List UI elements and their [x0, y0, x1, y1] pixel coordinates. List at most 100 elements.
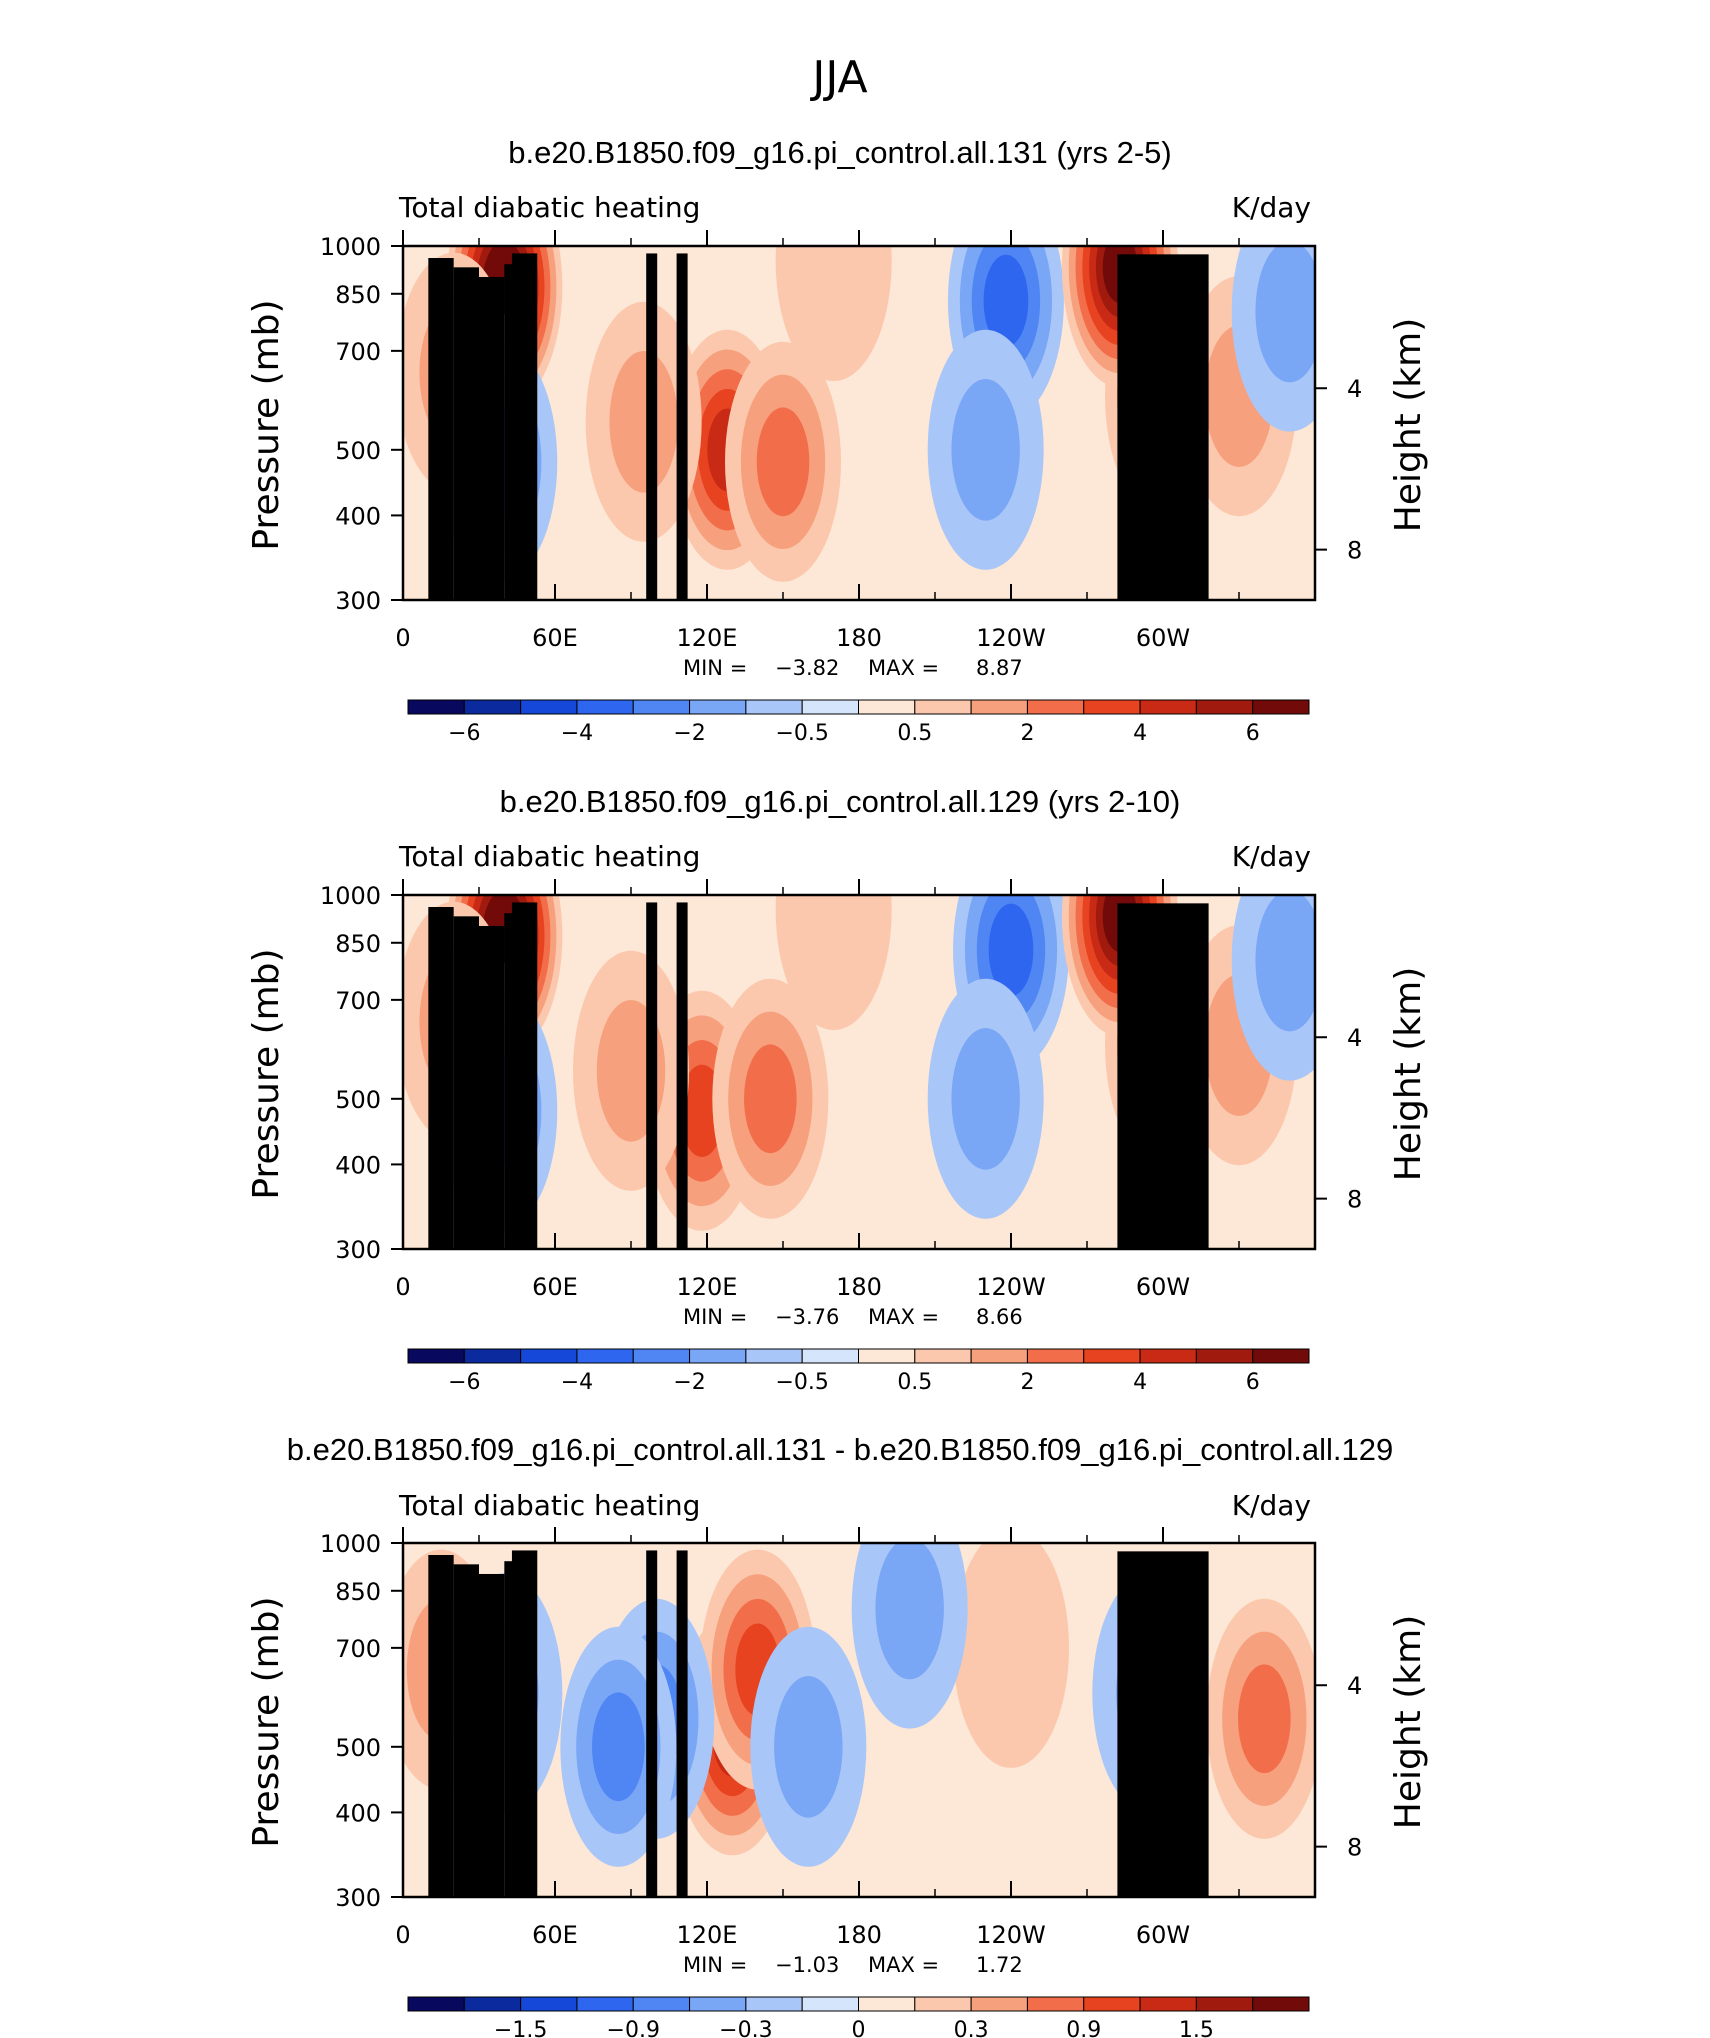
colorbar-box-8: [858, 1348, 916, 1364]
terrain-mask-4: [511, 902, 538, 1249]
lon-tick-label-0: 0: [395, 1273, 410, 1301]
p-tick-label-500: 500: [335, 437, 381, 465]
terrain-mask-2: [479, 1573, 505, 1897]
colorbar-label-4: 0.5: [897, 721, 932, 746]
colorbar-box-7: [801, 699, 859, 715]
panel-1-subtitle-right: K/day: [1232, 191, 1311, 224]
colorbar-label-2: −2: [673, 721, 705, 746]
lon-tick-label-60E: 60E: [532, 624, 578, 652]
panel-2-subtitle-left: Total diabatic heating: [398, 840, 700, 873]
colorbar-box-9: [914, 1996, 972, 2012]
lon-tick-label-180: 180: [836, 1273, 882, 1301]
p-tick-label-1000: 1000: [320, 233, 381, 261]
colorbar-box-5: [689, 699, 747, 715]
terrain-mask-2: [479, 925, 505, 1249]
panel-2-title: b.e20.B1850.f09_g16.pi_control.all.129 (…: [500, 784, 1181, 819]
terrain-mask-1: [453, 1564, 479, 1897]
colorbar-label-5: 2: [1020, 721, 1034, 746]
p-tick-label-850: 850: [335, 1578, 381, 1606]
terrain-mask-8: [1163, 254, 1209, 600]
p-tick-label-700: 700: [335, 338, 381, 366]
colorbar-label-5: 2: [1020, 1370, 1034, 1395]
terrain-mask-5: [646, 902, 658, 1249]
p-tick-label-300: 300: [335, 1236, 381, 1264]
terrain-mask-0: [428, 258, 454, 600]
contour-feature-11-level-1: [1255, 246, 1315, 383]
panel-3-title: b.e20.B1850.f09_g16.pi_control.all.131 -…: [287, 1432, 1394, 1467]
z-tick-label-4: 4: [1347, 375, 1362, 403]
colorbar-box-14: [1195, 1348, 1254, 1364]
lon-tick-label-120E: 120E: [677, 1273, 738, 1301]
lon-tick-label-120W: 120W: [976, 624, 1046, 652]
colorbar-label-2: −0.3: [719, 2018, 772, 2038]
colorbar-label-3: 0: [852, 2018, 866, 2038]
colorbar-box-12: [1083, 699, 1141, 715]
p-tick-label-500: 500: [335, 1734, 381, 1762]
colorbar-box-14: [1195, 1996, 1254, 2012]
panel-1: b.e20.B1850.f09_g16.pi_control.all.131 (…: [246, 135, 1429, 746]
terrain-mask-1: [453, 916, 479, 1249]
panel-2-ylabel-left: Pressure (mb): [246, 948, 287, 1199]
colorbar-box-5: [689, 1996, 747, 2012]
contour-feature-10-level-1: [875, 1543, 944, 1680]
panel-1-plot: 300 400 500 700 850 1000 8 4 0 60E 120E 180 120W 60W: [320, 230, 1362, 652]
colorbar-box-14: [1195, 699, 1254, 715]
colorbar-label-3: −0.5: [775, 1370, 828, 1395]
lon-tick-label-180: 180: [836, 624, 882, 652]
colorbar-label-4: 0.5: [897, 1370, 932, 1395]
colorbar-box-3: [576, 699, 634, 715]
contour-feature-4-level-1: [609, 350, 678, 493]
colorbar-label-6: 4: [1133, 1370, 1147, 1395]
panel-2-min-label: MIN =: [683, 1305, 747, 1329]
panel-1-title: b.e20.B1850.f09_g16.pi_control.all.131 (…: [508, 135, 1172, 170]
panel-1-colorbar: −6 −4 −2 −0.5 0.5 2 4 6: [407, 699, 1310, 746]
colorbar-label-1: −4: [561, 1370, 593, 1395]
contour-feature-12-level-0: [775, 246, 892, 382]
colorbar-box-8: [858, 699, 916, 715]
colorbar-box-3: [576, 1348, 634, 1364]
contour-feature-7-level-2: [1238, 1664, 1291, 1774]
contour-feature-11-level-1: [1255, 895, 1315, 1032]
contour-feature-6-level-0: [953, 1543, 1069, 1768]
terrain-mask-5: [646, 253, 658, 601]
colorbar-box-4: [632, 699, 691, 715]
p-tick-label-400: 400: [335, 1151, 381, 1179]
colorbar-box-10: [970, 1996, 1028, 2012]
colorbar-box-10: [970, 699, 1028, 715]
lon-tick-label-60W: 60W: [1136, 1921, 1190, 1949]
colorbar-box-1: [463, 1348, 522, 1364]
colorbar-box-6: [745, 1996, 803, 2012]
p-tick-label-850: 850: [335, 930, 381, 958]
terrain-mask-8: [1163, 903, 1209, 1249]
terrain-mask-1: [453, 267, 479, 600]
colorbar-box-6: [745, 1348, 803, 1364]
colorbar-box-15: [1252, 1996, 1310, 2012]
p-tick-label-850: 850: [335, 281, 381, 309]
colorbar-label-6: 4: [1133, 721, 1147, 746]
colorbar-box-13: [1139, 1996, 1197, 2012]
panel-3-min-value: −1.03: [775, 1953, 839, 1977]
terrain-mask-4: [511, 1550, 538, 1897]
colorbar-label-4: 0.3: [954, 2018, 989, 2038]
panel-3-max-label: MAX =: [868, 1953, 939, 1977]
panel-2-max-label: MAX =: [868, 1305, 939, 1329]
panel-1-ylabel-left: Pressure (mb): [246, 299, 287, 550]
p-tick-label-700: 700: [335, 987, 381, 1015]
panel-2: b.e20.B1850.f09_g16.pi_control.all.129 (…: [246, 784, 1429, 1395]
panel-3-ylabel-right: Height (km): [1388, 1615, 1429, 1829]
terrain-mask-6: [676, 902, 688, 1249]
contour-feature-5-level-2: [744, 1044, 797, 1154]
panel-3-min-label: MIN =: [683, 1953, 747, 1977]
panel-3-max-value: 1.72: [976, 1953, 1023, 1977]
terrain-mask-6: [676, 1550, 688, 1897]
panel-2-min-value: −3.76: [775, 1305, 839, 1329]
panel-1-max-value: 8.87: [976, 656, 1023, 680]
p-tick-label-500: 500: [335, 1086, 381, 1114]
lon-tick-label-0: 0: [395, 1921, 410, 1949]
colorbar-box-10: [970, 1348, 1028, 1364]
contour-feature-6-level-3: [983, 254, 1029, 347]
colorbar-box-0: [407, 1348, 465, 1364]
colorbar-box-9: [914, 1348, 972, 1364]
colorbar-label-0: −6: [448, 721, 480, 746]
colorbar-label-5: 0.9: [1066, 2018, 1101, 2038]
